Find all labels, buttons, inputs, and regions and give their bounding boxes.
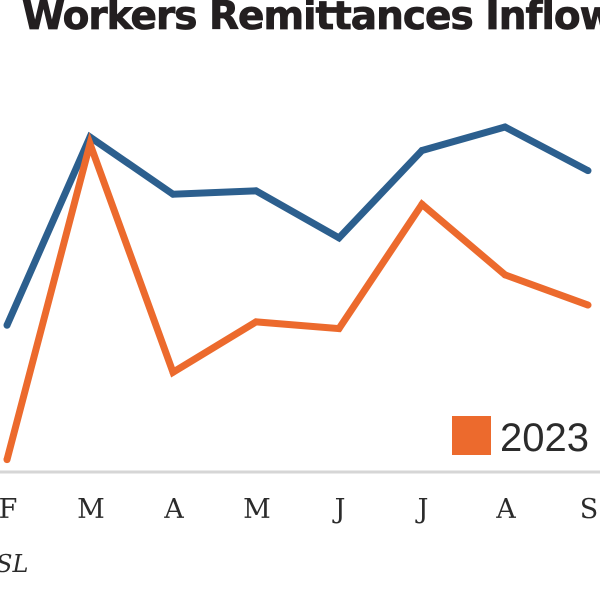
chart-title: Workers Remittances Inflow <box>22 0 600 39</box>
legend: 2023 <box>452 416 589 460</box>
data-point-series-1-6 <box>418 147 426 155</box>
data-point-series-2-5 <box>335 325 343 333</box>
data-point-series-2-2 <box>86 140 94 148</box>
data-point-series-2-1 <box>3 456 11 464</box>
data-point-series-2-4 <box>252 318 260 326</box>
data-point-series-2-7 <box>501 271 509 279</box>
data-point-series-1-4 <box>252 187 260 195</box>
source-note: SL <box>0 550 29 578</box>
data-point-series-1-3 <box>169 190 177 198</box>
series-layer <box>3 123 592 464</box>
x-tick-label: S <box>580 494 599 525</box>
data-point-series-1-1 <box>3 321 11 329</box>
series-line-1 <box>3 123 590 327</box>
x-tick-label: A <box>163 494 184 525</box>
legend-label: 2023 <box>500 416 589 460</box>
x-tick-label: M <box>77 494 105 525</box>
x-tick-label: F <box>0 494 17 525</box>
x-tick-label: J <box>332 494 346 525</box>
data-point-series-2-3 <box>169 368 177 376</box>
legend-swatch <box>452 416 491 455</box>
x-tick-label: J <box>415 494 429 525</box>
x-tick-label: A <box>495 494 516 525</box>
x-tick-label: M <box>243 494 271 525</box>
data-point-series-2-6 <box>418 200 426 208</box>
data-point-series-1-5 <box>335 234 343 242</box>
data-point-series-1-7 <box>501 123 509 131</box>
data-point-series-2-8 <box>584 301 592 309</box>
data-point-series-1-8 <box>584 167 592 175</box>
series-line-2 <box>3 132 590 461</box>
